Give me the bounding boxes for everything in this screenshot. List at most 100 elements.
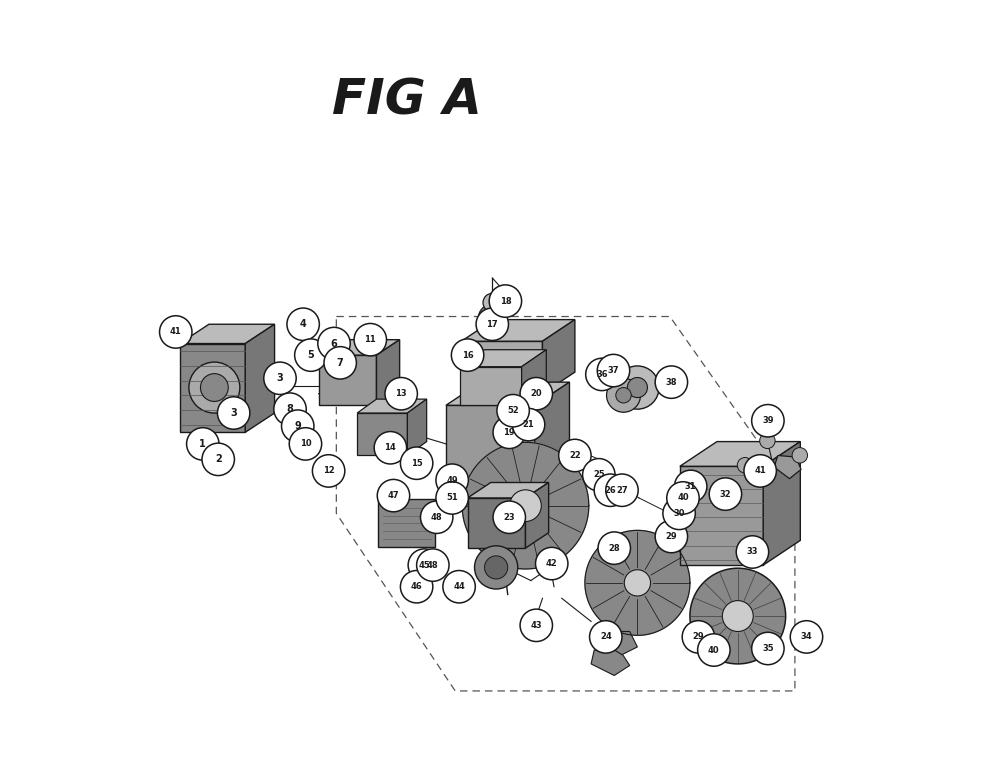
- Circle shape: [520, 609, 552, 642]
- Polygon shape: [522, 350, 546, 405]
- Circle shape: [385, 378, 417, 410]
- Text: 16: 16: [462, 350, 473, 360]
- Text: 20: 20: [530, 389, 542, 398]
- Circle shape: [583, 459, 615, 491]
- Text: 25: 25: [593, 470, 605, 479]
- Polygon shape: [319, 340, 400, 355]
- Circle shape: [400, 571, 433, 603]
- Circle shape: [607, 378, 641, 412]
- Circle shape: [536, 547, 568, 580]
- Circle shape: [436, 482, 468, 514]
- Circle shape: [736, 536, 769, 568]
- Circle shape: [354, 323, 387, 356]
- Text: 11: 11: [364, 335, 376, 344]
- Circle shape: [475, 546, 518, 589]
- Circle shape: [264, 362, 296, 394]
- Polygon shape: [585, 530, 690, 635]
- Text: 38: 38: [666, 378, 677, 387]
- Circle shape: [443, 571, 475, 603]
- Circle shape: [663, 497, 695, 530]
- Circle shape: [690, 568, 786, 664]
- Circle shape: [493, 416, 525, 449]
- Polygon shape: [468, 482, 549, 498]
- Text: 21: 21: [523, 420, 534, 429]
- Circle shape: [295, 339, 327, 371]
- Polygon shape: [591, 650, 630, 676]
- Circle shape: [420, 501, 453, 533]
- Circle shape: [318, 327, 350, 360]
- Text: 41: 41: [170, 327, 182, 337]
- Text: 24: 24: [600, 632, 612, 642]
- Circle shape: [744, 455, 776, 487]
- Text: 12: 12: [323, 466, 334, 476]
- Circle shape: [752, 632, 784, 665]
- Polygon shape: [180, 344, 245, 432]
- Circle shape: [698, 634, 730, 666]
- Circle shape: [289, 428, 322, 460]
- Polygon shape: [245, 324, 275, 432]
- Polygon shape: [602, 631, 637, 655]
- Circle shape: [752, 405, 784, 437]
- Circle shape: [374, 432, 407, 464]
- Polygon shape: [446, 405, 535, 479]
- Circle shape: [312, 455, 345, 487]
- Text: 3: 3: [277, 374, 283, 383]
- Circle shape: [590, 621, 622, 653]
- Text: 3: 3: [230, 408, 237, 418]
- Polygon shape: [774, 455, 801, 479]
- Text: 5: 5: [307, 350, 314, 360]
- Text: 9: 9: [294, 422, 301, 431]
- Circle shape: [655, 520, 688, 553]
- Circle shape: [485, 556, 508, 579]
- Polygon shape: [763, 442, 800, 565]
- Polygon shape: [460, 367, 522, 405]
- Circle shape: [737, 458, 753, 473]
- Polygon shape: [376, 340, 400, 405]
- Text: 7: 7: [337, 358, 344, 367]
- Text: 39: 39: [762, 416, 774, 425]
- Circle shape: [674, 470, 707, 503]
- Circle shape: [400, 447, 433, 479]
- Polygon shape: [542, 320, 575, 394]
- Circle shape: [483, 293, 502, 312]
- Text: 26: 26: [605, 486, 616, 495]
- Text: 51: 51: [446, 493, 458, 503]
- Text: 29: 29: [666, 532, 677, 541]
- Text: 40: 40: [708, 645, 720, 655]
- Circle shape: [616, 366, 659, 409]
- Text: 32: 32: [720, 489, 731, 499]
- Circle shape: [597, 354, 630, 387]
- Circle shape: [520, 378, 552, 410]
- Polygon shape: [680, 442, 800, 466]
- Circle shape: [282, 410, 314, 442]
- Circle shape: [200, 374, 228, 401]
- Text: 31: 31: [685, 482, 696, 491]
- Circle shape: [512, 408, 545, 441]
- Circle shape: [493, 501, 525, 533]
- Text: 19: 19: [503, 428, 515, 437]
- Text: 41: 41: [754, 466, 766, 476]
- Text: 13: 13: [395, 389, 407, 398]
- Text: 46: 46: [411, 582, 422, 591]
- Circle shape: [287, 308, 319, 340]
- Text: 43: 43: [530, 621, 542, 630]
- Circle shape: [790, 621, 823, 653]
- Text: 48: 48: [431, 513, 443, 522]
- Text: 27: 27: [616, 486, 628, 495]
- Text: 23: 23: [503, 513, 515, 522]
- Circle shape: [160, 316, 192, 348]
- Circle shape: [760, 433, 775, 449]
- Polygon shape: [357, 413, 407, 455]
- Text: 6: 6: [331, 339, 337, 348]
- Circle shape: [489, 285, 522, 317]
- Polygon shape: [357, 399, 427, 413]
- Text: 8: 8: [287, 405, 293, 414]
- Polygon shape: [180, 324, 275, 344]
- Circle shape: [451, 339, 484, 371]
- Text: 47: 47: [388, 491, 399, 500]
- Circle shape: [274, 393, 306, 425]
- Text: 10: 10: [300, 439, 311, 449]
- Circle shape: [436, 464, 468, 496]
- Circle shape: [586, 358, 618, 391]
- Circle shape: [792, 448, 808, 463]
